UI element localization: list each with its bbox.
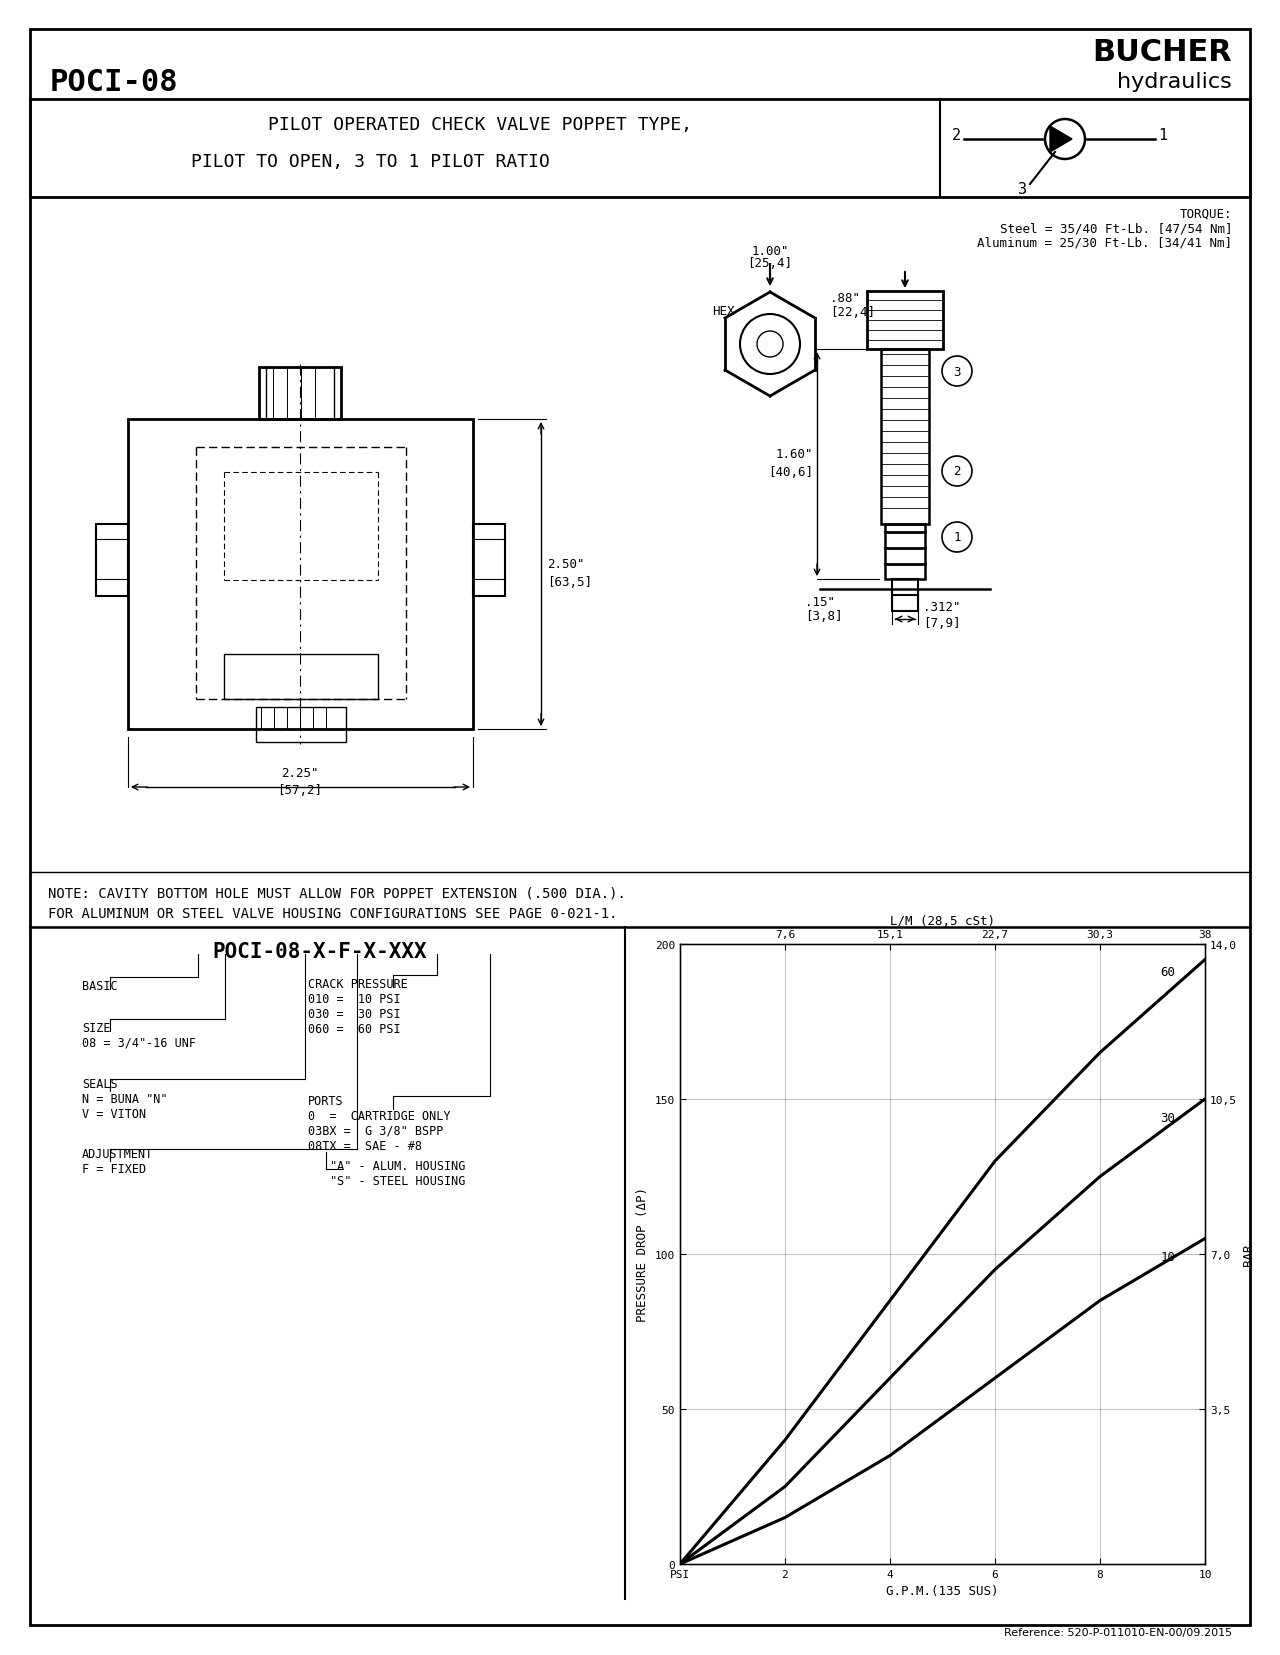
- Text: .15": .15": [805, 596, 835, 609]
- Text: TORQUE:: TORQUE:: [1179, 209, 1231, 220]
- Bar: [884, 525, 925, 579]
- Text: [63,5]: [63,5]: [547, 576, 591, 589]
- Text: .88": .88": [829, 291, 860, 305]
- Text: PORTS: PORTS: [308, 1094, 343, 1107]
- Text: POCI-08: POCI-08: [50, 68, 179, 98]
- X-axis label: G.P.M.(135 SUS): G.P.M.(135 SUS): [886, 1584, 998, 1597]
- Text: PILOT TO OPEN, 3 TO 1 PILOT RATIO: PILOT TO OPEN, 3 TO 1 PILOT RATIO: [191, 152, 549, 170]
- Text: "A" - ALUM. HOUSING: "A" - ALUM. HOUSING: [330, 1158, 466, 1172]
- Text: 2.50": 2.50": [547, 558, 585, 571]
- Text: 03BX =  G 3/8" BSPP: 03BX = G 3/8" BSPP: [308, 1124, 443, 1137]
- Bar: [259, 367, 340, 420]
- Text: FOR ALUMINUM OR STEEL VALVE HOUSING CONFIGURATIONS SEE PAGE 0-021-1.: FOR ALUMINUM OR STEEL VALVE HOUSING CONF…: [49, 907, 617, 920]
- Text: 3: 3: [954, 366, 961, 379]
- Text: HEX: HEX: [712, 305, 735, 318]
- Text: 2: 2: [954, 465, 961, 478]
- Text: 0  =  CARTRIDGE ONLY: 0 = CARTRIDGE ONLY: [308, 1109, 451, 1122]
- Text: 1.60": 1.60": [776, 449, 813, 462]
- Text: [3,8]: [3,8]: [805, 609, 842, 622]
- Text: SIZE: SIZE: [82, 1021, 110, 1034]
- Text: 08TX =  SAE - #8: 08TX = SAE - #8: [308, 1139, 422, 1152]
- Text: V = VITON: V = VITON: [82, 1107, 146, 1120]
- Bar: [881, 349, 929, 525]
- Text: Aluminum = 25/30 Ft-Lb. [34/41 Nm]: Aluminum = 25/30 Ft-Lb. [34/41 Nm]: [977, 237, 1231, 250]
- Text: SEALS: SEALS: [82, 1077, 118, 1091]
- Bar: [29, 99, 1251, 199]
- Text: [22,4]: [22,4]: [829, 306, 876, 319]
- Text: 030 =  30 PSI: 030 = 30 PSI: [308, 1008, 401, 1021]
- Text: BUCHER: BUCHER: [1092, 38, 1231, 66]
- Y-axis label: BAR: BAR: [1243, 1243, 1256, 1266]
- Text: 60: 60: [1161, 965, 1175, 978]
- Text: 10: 10: [1161, 1251, 1175, 1263]
- Text: PILOT OPERATED CHECK VALVE POPPET TYPE,: PILOT OPERATED CHECK VALVE POPPET TYPE,: [268, 116, 692, 134]
- Text: 2: 2: [952, 129, 961, 144]
- Bar: [474, 525, 506, 597]
- Y-axis label: PRESSURE DROP (ΔP): PRESSURE DROP (ΔP): [636, 1187, 649, 1322]
- Text: hydraulics: hydraulics: [1117, 71, 1231, 93]
- Text: [57,2]: [57,2]: [278, 784, 323, 798]
- Text: 060 =  60 PSI: 060 = 60 PSI: [308, 1023, 401, 1036]
- Text: CRACK PRESSURE: CRACK PRESSURE: [308, 978, 408, 990]
- Bar: [256, 708, 346, 743]
- Text: N = BUNA "N": N = BUNA "N": [82, 1092, 168, 1106]
- Bar: [128, 420, 474, 730]
- Text: F = FIXED: F = FIXED: [82, 1162, 146, 1175]
- Text: 1: 1: [954, 531, 961, 544]
- Text: [7,9]: [7,9]: [923, 617, 960, 631]
- Text: Steel = 35/40 Ft-Lb. [47/54 Nm]: Steel = 35/40 Ft-Lb. [47/54 Nm]: [1000, 222, 1231, 235]
- Text: Reference: 520-P-011010-EN-00/09.2015: Reference: 520-P-011010-EN-00/09.2015: [1004, 1627, 1231, 1637]
- Bar: [96, 525, 128, 597]
- Text: 08 = 3/4"-16 UNF: 08 = 3/4"-16 UNF: [82, 1036, 196, 1049]
- Text: "S" - STEEL HOUSING: "S" - STEEL HOUSING: [330, 1175, 466, 1187]
- Bar: [266, 367, 334, 420]
- Text: NOTE: CAVITY BOTTOM HOLE MUST ALLOW FOR POPPET EXTENSION (.500 DIA.).: NOTE: CAVITY BOTTOM HOLE MUST ALLOW FOR …: [49, 887, 626, 900]
- Text: ADJUSTMENT: ADJUSTMENT: [82, 1147, 154, 1160]
- Text: [40,6]: [40,6]: [768, 467, 813, 480]
- Text: 3: 3: [1018, 182, 1027, 197]
- X-axis label: L/M (28,5 cSt): L/M (28,5 cSt): [890, 914, 995, 927]
- Text: 1.00": 1.00": [751, 245, 788, 258]
- Bar: [867, 291, 943, 349]
- Polygon shape: [1050, 127, 1073, 152]
- Text: 010 =  10 PSI: 010 = 10 PSI: [308, 993, 401, 1005]
- Text: 1: 1: [1158, 129, 1167, 144]
- Text: 30: 30: [1161, 1111, 1175, 1124]
- Text: POCI-08-X-F-X-XXX: POCI-08-X-F-X-XXX: [212, 942, 428, 962]
- Text: 2.25": 2.25": [282, 766, 319, 780]
- Text: .312": .312": [923, 601, 960, 614]
- Text: [25,4]: [25,4]: [748, 257, 792, 270]
- Text: BASIC: BASIC: [82, 980, 118, 993]
- Bar: [892, 579, 918, 612]
- Bar: [224, 655, 378, 700]
